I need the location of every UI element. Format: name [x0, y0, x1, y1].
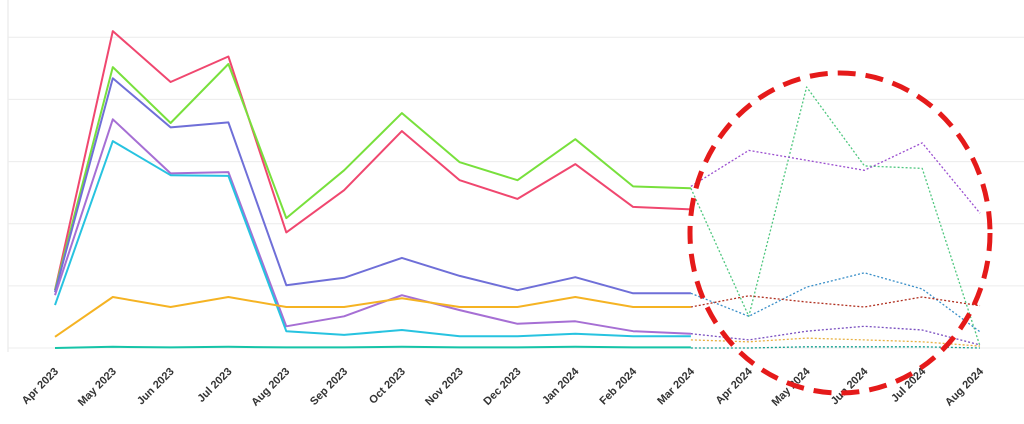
x-tick-label: May 2023 — [76, 366, 119, 409]
x-tick-label: Dec 2023 — [481, 366, 523, 408]
x-tick-label: Apr 2024 — [714, 365, 756, 407]
x-tick-label: Feb 2024 — [597, 365, 639, 407]
forecast-line — [690, 142, 981, 214]
x-tick-label: Mar 2024 — [655, 365, 697, 407]
x-tick-label: Sep 2023 — [308, 366, 350, 408]
x-tick-label: Aug 2024 — [943, 365, 987, 409]
series-line — [54, 345, 691, 349]
series-line — [54, 118, 691, 335]
x-tick-label: Jul 2024 — [889, 365, 929, 405]
x-tick-label: Jan 2024 — [540, 365, 582, 407]
forecast-line — [690, 86, 981, 347]
forecast-line — [690, 337, 981, 347]
series-line — [54, 77, 691, 295]
x-tick-label: Jun 2023 — [135, 366, 177, 408]
x-tick-label: Aug 2023 — [249, 366, 292, 409]
forecast-line — [690, 272, 981, 333]
series-line — [54, 296, 691, 338]
series-line — [54, 140, 691, 338]
x-tick-label: Apr 2023 — [20, 366, 61, 407]
series-line — [54, 63, 691, 291]
x-tick-label: Jun 2024 — [829, 365, 871, 407]
series-line — [54, 30, 691, 291]
x-tick-label: Jul 2023 — [195, 366, 234, 405]
x-tick-label: Oct 2023 — [367, 366, 408, 407]
forecast-line — [690, 346, 981, 349]
forecast-line — [690, 295, 981, 308]
highlight-circle — [687, 70, 993, 396]
x-tick-label: Nov 2023 — [423, 366, 466, 409]
forecast-line — [690, 325, 981, 346]
